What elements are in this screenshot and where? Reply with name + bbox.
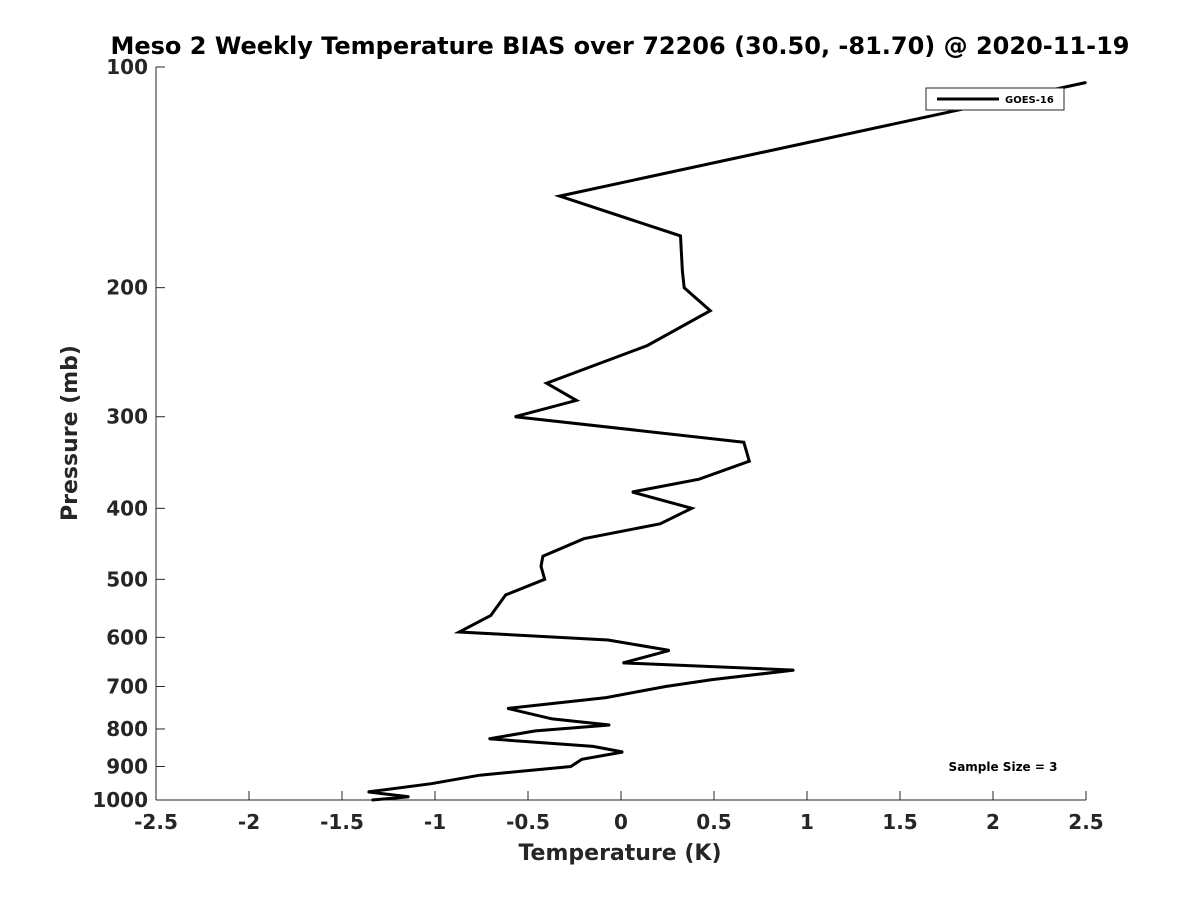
data-point-goes-16 — [558, 195, 561, 197]
data-point-goes-16 — [408, 796, 410, 798]
data-point-goes-16 — [430, 782, 433, 785]
x-tick-label: 1.5 — [882, 810, 917, 834]
data-point-goes-16 — [592, 745, 594, 748]
series-line-goes-16 — [367, 81, 1087, 802]
data-point-goes-16 — [698, 478, 700, 480]
data-point-goes-16 — [748, 460, 751, 463]
x-tick-label: 1 — [800, 810, 814, 834]
y-tick-label: 700 — [106, 674, 148, 698]
data-point-goes-16 — [583, 537, 585, 540]
y-tick-label: 200 — [106, 276, 148, 300]
data-point-goes-16 — [659, 523, 661, 525]
y-tick-label: 1000 — [92, 788, 148, 812]
data-point-goes-16 — [478, 774, 481, 776]
data-point-goes-16 — [367, 791, 369, 793]
data-point-goes-16 — [514, 415, 516, 418]
data-point-goes-16 — [490, 614, 492, 617]
data-point-goes-16 — [793, 669, 795, 671]
y-axis-label: Pressure (mb) — [58, 345, 83, 521]
legend-label-goes-16: GOES-16 — [1005, 95, 1054, 106]
data-point-goes-16 — [607, 639, 609, 641]
data-point-goes-16 — [569, 765, 572, 768]
x-tick-label: 0 — [614, 810, 628, 834]
x-axis-ticks: -2.5 -2 -1.5 -1 -0.5 0 0.5 1 1.5 2 2.5 — [134, 791, 1104, 834]
data-point-goes-16 — [506, 707, 509, 710]
data-point-goes-16 — [543, 578, 546, 581]
data-point-goes-16 — [605, 696, 607, 699]
data-point-goes-16 — [683, 286, 686, 289]
y-axis-ticks: 100 200 300 400 500 600 700 800 900 1000 — [92, 55, 165, 812]
data-point-goes-16 — [370, 799, 373, 801]
data-point-goes-16 — [646, 344, 648, 347]
x-tick-label: 2.5 — [1068, 810, 1103, 834]
y-tick-label: 900 — [106, 754, 148, 778]
x-axis-label: Temperature (K) — [518, 841, 721, 866]
x-tick-label: -0.5 — [506, 810, 550, 834]
y-tick-label: 300 — [106, 405, 148, 429]
data-point-goes-16 — [534, 730, 537, 732]
data-point-goes-16 — [690, 507, 693, 510]
y-tick-label: 400 — [106, 496, 148, 520]
data-point-goes-16 — [581, 758, 583, 761]
data-point-goes-16 — [504, 594, 507, 596]
data-point-goes-16 — [545, 382, 548, 384]
y-tick-label: 100 — [106, 55, 148, 79]
x-tick-label: -2 — [238, 810, 260, 834]
data-point-goes-16 — [711, 678, 713, 681]
chart-title: Meso 2 Weekly Temperature BIAS over 7220… — [110, 32, 1129, 60]
data-point-goes-16 — [458, 631, 460, 633]
x-tick-label: -2.5 — [134, 810, 178, 834]
x-tick-label: -1 — [424, 810, 446, 834]
y-tick-label: 500 — [106, 567, 148, 591]
legend: GOES-16 — [925, 87, 1065, 111]
data-point-goes-16 — [679, 235, 682, 237]
data-point-goes-16 — [668, 649, 671, 652]
y-tick-label: 800 — [106, 717, 148, 741]
plot-area: -2.5 -2 -1.5 -1 -0.5 0 0.5 1 1.5 2 2.5 100 200 300 40… — [92, 55, 1103, 834]
data-point-goes-16 — [631, 491, 633, 493]
x-tick-label: 0.5 — [696, 810, 731, 834]
series-layer — [367, 81, 1087, 802]
data-point-goes-16 — [622, 662, 624, 664]
data-point-goes-16 — [540, 565, 542, 568]
data-point-goes-16 — [551, 718, 553, 720]
data-point-goes-16 — [622, 751, 624, 753]
data-point-goes-16 — [742, 441, 745, 444]
data-point-goes-16 — [488, 737, 490, 740]
y-tick-label: 600 — [106, 625, 148, 649]
sample-size-annotation: Sample Size = 3 — [949, 760, 1058, 774]
data-point-goes-16 — [709, 309, 712, 312]
data-point-goes-16 — [542, 555, 544, 558]
x-tick-label: -1.5 — [320, 810, 364, 834]
data-point-goes-16 — [664, 685, 667, 688]
data-point-goes-16 — [1085, 81, 1087, 84]
data-point-goes-16 — [609, 724, 611, 726]
x-tick-label: 2 — [986, 810, 1000, 834]
data-point-goes-16 — [575, 399, 578, 402]
data-point-goes-16 — [681, 270, 684, 273]
